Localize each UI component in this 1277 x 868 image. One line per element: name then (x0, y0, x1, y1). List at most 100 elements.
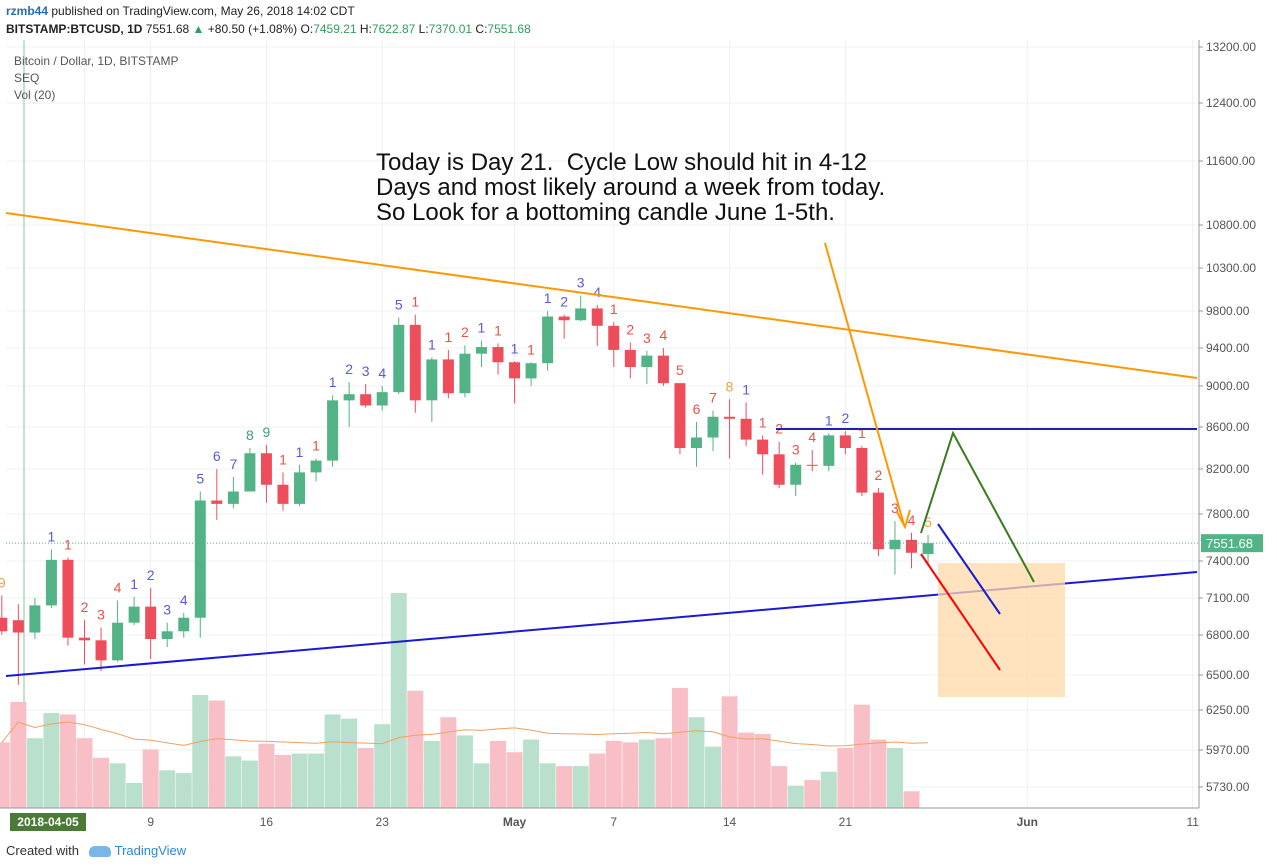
candle-body (790, 464, 802, 485)
volume-bar (341, 718, 358, 808)
author-name[interactable]: rzmb44 (6, 4, 49, 18)
volume-bar (506, 752, 523, 808)
candle-body (542, 316, 554, 364)
tradingview-brand[interactable]: TradingView (114, 843, 187, 858)
high-label: H: (359, 22, 372, 36)
seq-count-label: 3 (362, 363, 370, 379)
price-axis-label: 13200.00 (1206, 40, 1256, 54)
last-price: 7551.68 (145, 22, 190, 36)
price-axis-label: 6500.00 (1206, 668, 1250, 682)
candle-body (145, 606, 157, 639)
candle-body (327, 400, 339, 461)
volume-bar (43, 713, 60, 808)
candle-body (178, 617, 190, 632)
seq-count-label: 2 (345, 361, 353, 377)
tradingview-cloud-icon (88, 846, 111, 858)
volume-bar (655, 738, 672, 808)
candle-body (823, 435, 835, 466)
seq-count-label: 2 (147, 567, 155, 583)
volume-bar (870, 739, 887, 808)
candle-body (0, 617, 8, 632)
seq-count-label: 1 (428, 337, 436, 353)
candle-body (244, 453, 256, 492)
seq-count-label: 1 (312, 438, 320, 454)
volume-bar (671, 687, 688, 808)
seq-count-label: 1 (825, 412, 833, 428)
volume-bar (26, 738, 43, 808)
volume-bar (142, 749, 159, 808)
candle-body (260, 453, 272, 485)
seq-count-label: 1 (511, 340, 519, 356)
candle-body (492, 347, 504, 363)
candle-body (211, 500, 223, 504)
seq-count-label: 1 (296, 444, 304, 460)
volume-bar (721, 696, 738, 808)
time-axis-label: 16 (260, 815, 274, 829)
candle-body (62, 559, 74, 638)
volume-bar (324, 714, 341, 808)
volume-bar (440, 717, 457, 808)
candle-body (29, 605, 41, 633)
volume-bar (820, 771, 837, 808)
low-value: 7370.01 (428, 22, 473, 36)
price-axis-label: 7100.00 (1206, 591, 1250, 605)
volume-bar (258, 743, 275, 808)
time-axis-label: May (503, 815, 527, 829)
volume-bar (59, 714, 76, 808)
publish-header: rzmb44 published on TradingView.com, May… (6, 4, 355, 18)
candle-body (674, 383, 686, 448)
candle-body (872, 492, 884, 550)
time-axis-label: 11 (1186, 815, 1199, 829)
candle-body (839, 435, 851, 448)
candle-body (310, 460, 322, 473)
open-value: 7459.21 (313, 22, 357, 36)
price-axis-label: 11600.00 (1206, 154, 1255, 168)
price-axis-label: 6800.00 (1206, 628, 1250, 642)
time-axis-label: 23 (376, 815, 390, 829)
price-chart[interactable]: 8911234123456789111123451112111112341234… (0, 40, 1277, 840)
volume-bar (572, 766, 589, 808)
volume-bar (853, 704, 870, 808)
seq-count-label: 1 (329, 374, 337, 390)
volume-bar (0, 742, 10, 808)
volume-bar (539, 763, 556, 808)
seq-count-label: 7 (229, 456, 237, 472)
seq-count-label: 4 (593, 284, 601, 300)
volume-bar (638, 739, 655, 808)
seq-count-label: 1 (64, 536, 72, 552)
footer: Created with TradingView (6, 843, 186, 858)
candle-body (45, 559, 57, 606)
candle-body (773, 454, 785, 485)
seq-count-label: 1 (411, 294, 419, 310)
seq-count-label: 1 (48, 528, 56, 544)
volume-bar (423, 740, 440, 808)
candle-body (558, 316, 570, 321)
volume-bar (407, 690, 424, 808)
seq-count-label: 3 (792, 442, 800, 458)
volume-bar (274, 754, 291, 808)
seq-count-label: 2 (81, 599, 89, 615)
seq-count-label: 1 (527, 341, 535, 357)
candle-body (194, 500, 206, 618)
seq-count-label: 3 (163, 602, 171, 618)
seq-count-label: 5 (676, 362, 684, 378)
price-axis-label: 10800.00 (1206, 218, 1256, 232)
price-axis-label: 6250.00 (1206, 703, 1250, 717)
volume-bar (787, 785, 804, 808)
volume-bar (357, 747, 374, 808)
volume-bar (208, 700, 225, 808)
candle-body (657, 355, 669, 384)
time-axis-label: 21 (839, 815, 853, 829)
seq-count-label: 5 (924, 514, 932, 530)
orange-arrow-line (824, 242, 905, 526)
green-projection-line (920, 430, 1035, 583)
seq-count-label: 1 (478, 320, 486, 336)
volume-bar (308, 753, 325, 808)
candle-body (343, 394, 355, 401)
volume-bar (241, 760, 258, 808)
price-axis-label: 8600.00 (1206, 420, 1250, 434)
seq-count-label: 3 (643, 330, 651, 346)
candle-body (12, 620, 24, 633)
candle-body (906, 539, 917, 553)
date-label-badge (10, 813, 86, 831)
